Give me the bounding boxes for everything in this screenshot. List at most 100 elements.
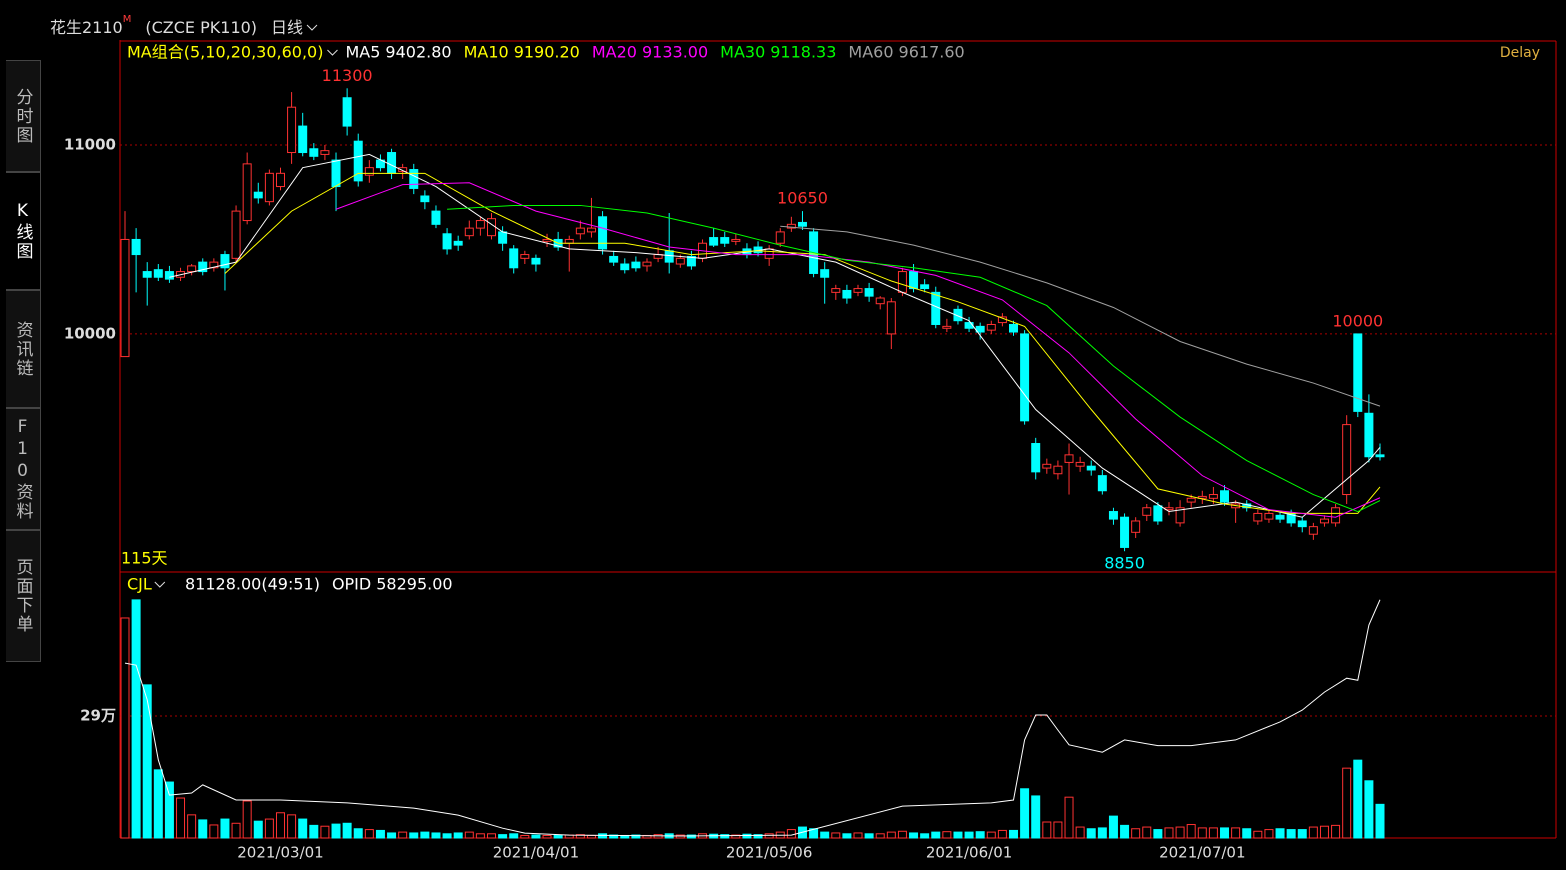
extreme-label: 11300 bbox=[322, 66, 373, 85]
candle-body bbox=[309, 148, 319, 157]
volume-bar bbox=[764, 833, 774, 839]
volume-bar bbox=[509, 833, 519, 839]
volume-bar bbox=[653, 834, 663, 839]
volume-bar bbox=[920, 833, 930, 839]
chevron bbox=[154, 581, 166, 588]
volume-bar bbox=[953, 831, 963, 839]
volume-bar bbox=[209, 824, 219, 839]
volume-bar bbox=[753, 834, 763, 839]
volume-bar bbox=[398, 831, 408, 839]
candle-body bbox=[1186, 497, 1196, 503]
volume-bar bbox=[1275, 828, 1285, 839]
volume-bar bbox=[786, 829, 796, 839]
candle-body bbox=[1042, 463, 1052, 469]
volume-bar bbox=[1108, 815, 1118, 839]
volume-bar bbox=[220, 818, 230, 839]
volume-bar bbox=[1075, 826, 1085, 839]
volume-bar bbox=[298, 818, 308, 839]
candle-body bbox=[564, 238, 574, 244]
candle-body bbox=[364, 167, 374, 176]
candle-body bbox=[431, 210, 441, 225]
candle-body bbox=[409, 169, 419, 189]
volume-bar bbox=[831, 832, 841, 839]
ma-line bbox=[780, 225, 1381, 407]
tab[interactable]: 分时图 bbox=[6, 60, 41, 172]
candle-body bbox=[831, 288, 841, 293]
volume-bar bbox=[420, 831, 430, 839]
tab[interactable]: F10资料 bbox=[6, 408, 41, 530]
tab[interactable]: K线图 bbox=[6, 172, 41, 290]
volume-bar bbox=[1208, 827, 1218, 839]
volume-bar bbox=[1053, 821, 1063, 839]
volume-bar bbox=[1364, 780, 1374, 839]
days: 115天 bbox=[121, 549, 168, 568]
candle-body bbox=[875, 297, 885, 305]
candle-body bbox=[864, 288, 874, 297]
volume-bar bbox=[897, 830, 907, 839]
candle-body bbox=[1308, 526, 1318, 535]
candle-body bbox=[498, 231, 508, 244]
volume-bar bbox=[520, 834, 530, 839]
volume-bar bbox=[375, 829, 385, 839]
legend-name: MA10 bbox=[464, 43, 509, 62]
volume-title[interactable]: CJL bbox=[127, 575, 152, 594]
candle-body bbox=[220, 254, 230, 269]
volume-bar bbox=[253, 820, 263, 839]
tab[interactable]: 页面下单 bbox=[6, 530, 41, 662]
symbol: 花生2110M bbox=[50, 14, 131, 38]
volume-bar bbox=[997, 829, 1007, 839]
candle-body bbox=[1264, 512, 1274, 520]
x-tick-label: 2021/07/01 bbox=[1159, 844, 1245, 862]
candle-body bbox=[731, 238, 741, 242]
candle-body bbox=[1086, 465, 1096, 471]
ma-title[interactable]: MA组合(5,10,20,30,60,0) bbox=[127, 43, 323, 62]
candle-body bbox=[620, 263, 630, 271]
tab[interactable]: 资讯链 bbox=[6, 290, 41, 408]
volume-bar bbox=[242, 800, 252, 839]
ma-line bbox=[447, 204, 1381, 513]
candle-body bbox=[897, 271, 907, 293]
candle-body bbox=[931, 291, 941, 325]
candle-body bbox=[1208, 494, 1218, 499]
candle-body bbox=[775, 231, 785, 244]
symbol-mark: M bbox=[122, 14, 132, 25]
volume-bar bbox=[1175, 826, 1185, 839]
candle-body bbox=[1331, 507, 1341, 524]
candle-body bbox=[1120, 516, 1130, 548]
candle-body bbox=[1108, 511, 1118, 520]
x-tick-label: 2021/06/01 bbox=[926, 844, 1012, 862]
candle-body bbox=[153, 269, 163, 278]
candle-body bbox=[1319, 518, 1329, 524]
candle-body bbox=[886, 301, 896, 335]
candle-body bbox=[797, 221, 807, 227]
volume-bar bbox=[1008, 829, 1018, 839]
period-selector[interactable]: 日线 bbox=[271, 14, 318, 38]
volume-bar bbox=[553, 834, 563, 839]
volume-bar bbox=[1308, 826, 1318, 839]
candle-body bbox=[675, 257, 685, 265]
extreme-label: 10000 bbox=[1332, 311, 1383, 330]
symbol-name: 花生2110 bbox=[50, 18, 123, 37]
volume-bar bbox=[864, 833, 874, 839]
volume-bar bbox=[853, 832, 863, 839]
volume-bar bbox=[1153, 829, 1163, 839]
candle-body bbox=[720, 237, 730, 244]
chevron bbox=[306, 24, 318, 31]
volume-bar bbox=[1186, 824, 1196, 839]
candle-body bbox=[164, 271, 174, 280]
candle-body bbox=[820, 269, 830, 278]
volume-bar bbox=[164, 781, 174, 839]
ma-line bbox=[224, 172, 1381, 514]
candle-body bbox=[198, 261, 208, 273]
volume-bar bbox=[142, 684, 152, 839]
legend-name: OPID bbox=[332, 575, 371, 594]
candle-body bbox=[187, 265, 197, 273]
chevron bbox=[327, 49, 338, 56]
ma-line bbox=[169, 153, 1381, 518]
candle-body bbox=[1253, 512, 1263, 522]
candle-body bbox=[420, 195, 430, 203]
candle-body bbox=[509, 248, 519, 269]
volume-bar bbox=[309, 824, 319, 839]
volume-bar bbox=[487, 833, 497, 839]
